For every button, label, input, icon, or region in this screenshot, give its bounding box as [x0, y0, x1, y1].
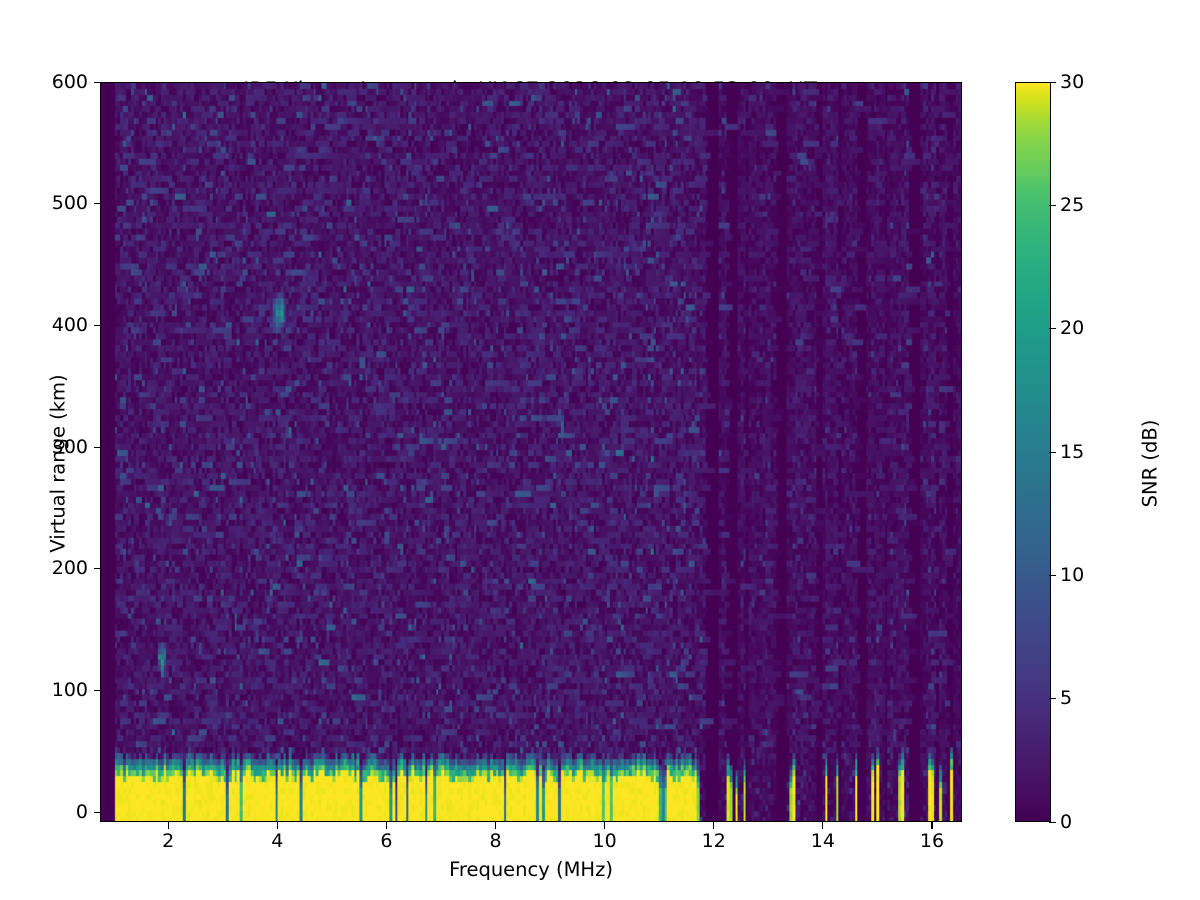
colorbar-tick-mark [1049, 81, 1056, 83]
x-axis-label: Frequency (MHz) [449, 858, 613, 881]
colorbar-tick-label: 0 [1060, 810, 1073, 833]
ionogram-heatmap-canvas [101, 83, 961, 821]
y-tick-label: 0 [75, 800, 88, 823]
x-tick-mark [167, 822, 169, 829]
x-tick-label: 16 [919, 830, 945, 852]
x-tick-mark [604, 822, 606, 829]
colorbar-tick-label: 30 [1060, 70, 1085, 93]
colorbar-tick-label: 25 [1060, 193, 1085, 216]
x-tick-label: 14 [810, 830, 835, 852]
y-tick-label: 500 [51, 192, 88, 215]
colorbar-tick-label: 20 [1060, 317, 1085, 340]
x-tick-mark [822, 822, 824, 829]
y-axis-label: Virtual range (km) [46, 374, 70, 553]
y-tick-label: 100 [51, 679, 88, 702]
y-tick-label: 600 [51, 70, 88, 93]
colorbar-tick-mark [1049, 821, 1056, 823]
y-tick-mark [93, 811, 100, 813]
x-tick-label: 12 [701, 830, 726, 852]
ionogram-plot-area [100, 82, 962, 822]
y-tick-mark [93, 203, 100, 205]
y-tick-mark [93, 446, 100, 448]
y-tick-mark [93, 568, 100, 570]
y-tick-label: 200 [51, 557, 88, 580]
x-tick-mark [931, 822, 933, 829]
y-tick-mark [93, 690, 100, 692]
y-tick-label: 300 [51, 435, 88, 458]
x-tick-mark [385, 822, 388, 829]
x-tick-mark [495, 822, 497, 829]
colorbar-tick-mark [1049, 328, 1056, 330]
colorbar-tick-label: 10 [1060, 563, 1085, 586]
colorbar-tick-mark [1049, 698, 1056, 700]
y-tick-label: 400 [51, 313, 88, 336]
y-tick-mark [93, 81, 100, 83]
colorbar-tick-mark [1049, 204, 1056, 206]
x-tick-mark [713, 822, 715, 829]
colorbar-label: SNR (dB) [1138, 419, 1162, 508]
x-tick-label: 2 [162, 830, 175, 852]
x-tick-label: 10 [592, 830, 617, 852]
x-tick-label: 8 [489, 830, 502, 852]
x-tick-label: 4 [271, 830, 284, 852]
colorbar-tick-mark [1049, 451, 1056, 453]
y-tick-mark [93, 324, 100, 326]
x-tick-label: 6 [380, 830, 393, 852]
x-tick-mark [276, 822, 278, 829]
colorbar-tick-mark [1049, 574, 1056, 576]
colorbar-tick-label: 5 [1060, 687, 1073, 710]
colorbar [1015, 82, 1051, 822]
colorbar-tick-label: 15 [1060, 440, 1085, 463]
